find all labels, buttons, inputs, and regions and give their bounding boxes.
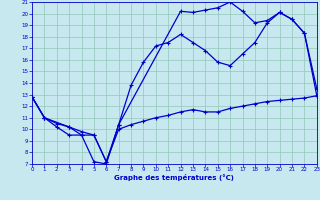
X-axis label: Graphe des températures (°C): Graphe des températures (°C) [115, 174, 234, 181]
